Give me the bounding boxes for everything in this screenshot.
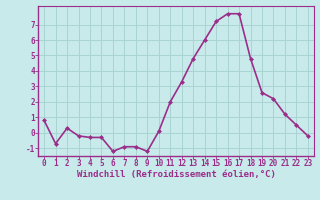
X-axis label: Windchill (Refroidissement éolien,°C): Windchill (Refroidissement éolien,°C)	[76, 170, 276, 179]
